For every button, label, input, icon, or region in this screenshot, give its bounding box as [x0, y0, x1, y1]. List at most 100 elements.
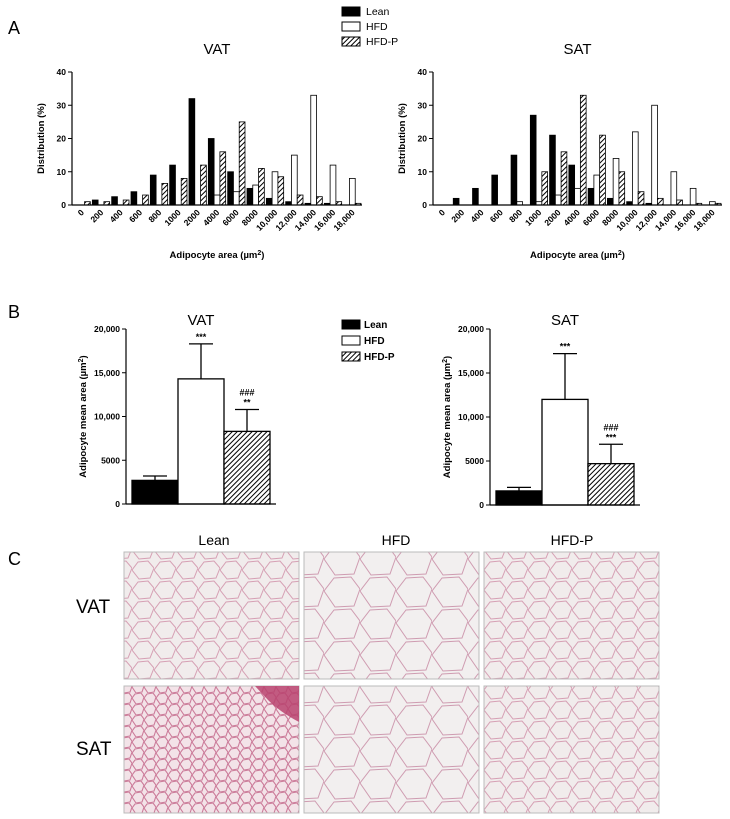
y-tick-label: 0 — [422, 200, 427, 210]
bar-hfd-8 — [233, 191, 240, 206]
bar-hfd-p-9 — [618, 171, 626, 206]
micrograph-sat-lean — [123, 685, 300, 814]
bar-hfd-p — [587, 462, 635, 506]
y-tick-label: 5000 — [101, 455, 120, 465]
bar-hfd-12 — [670, 171, 678, 206]
legend-a: Lean HFD HFD-P — [341, 6, 398, 48]
legend-a-lean-swatch — [341, 6, 361, 17]
bar-hfd-p-11 — [296, 194, 304, 206]
bar-lean-3 — [130, 191, 138, 206]
bar-lean-5 — [169, 164, 176, 206]
legend-b-hfd-label: HFD — [364, 336, 385, 347]
y-tick-label: 20 — [418, 134, 428, 144]
bar-hfd-p-11 — [657, 197, 664, 206]
panel-label-b: B — [8, 302, 20, 322]
micrograph-sat-hfd — [303, 685, 480, 814]
chart-title: SAT — [551, 312, 579, 329]
legend-b-hfdp-swatch — [341, 351, 361, 362]
bar-lean-8 — [587, 187, 595, 206]
bar-hfd-p-4 — [161, 182, 169, 206]
bar-hfd-9 — [252, 184, 259, 206]
bar-hfd-7 — [574, 187, 581, 206]
panel-label-a: A — [8, 18, 20, 38]
bar-lean-1 — [91, 199, 99, 206]
x-tick-label: 0 — [437, 207, 448, 218]
micrograph-vat-lean — [123, 551, 300, 680]
bar-lean-8 — [227, 171, 234, 206]
bar-lean-4 — [149, 174, 157, 206]
significance-label: ### — [603, 422, 618, 432]
x-tick-label: 1000 — [162, 207, 183, 228]
bar-hfd-7 — [213, 194, 221, 206]
legend-a-hfd-swatch — [341, 21, 361, 32]
y-tick-label: 10,000 — [94, 412, 120, 422]
bar-lean-9 — [607, 197, 614, 206]
x-tick-label: 4000 — [201, 207, 222, 228]
legend-a-hfd-label: HFD — [366, 21, 388, 33]
bar-lean-5 — [529, 114, 537, 206]
legend-a-hfdp-swatch — [341, 36, 361, 47]
bar-lean-4 — [510, 154, 518, 206]
legend-b: Lean HFD HFD-P — [341, 319, 395, 363]
bar-hfd-12 — [310, 94, 317, 206]
x-tick-label: 200 — [88, 207, 105, 224]
legend-b-hfd-swatch — [341, 335, 361, 346]
chart-title: VAT — [188, 312, 215, 329]
bar-lean — [495, 490, 543, 506]
bar-hfd-p-7 — [219, 151, 227, 206]
bar-lean-6 — [188, 98, 196, 206]
y-tick-label: 10 — [418, 167, 428, 177]
mean-area-chart-vat: VAT *** ###** 0 5000 10,000 15,000 20,000 Adipoc… — [78, 312, 276, 509]
bar-lean-6 — [549, 134, 556, 206]
significance-label: ### — [239, 388, 254, 398]
bar-hfd-p — [223, 430, 271, 505]
y-tick-label: 10,000 — [458, 412, 484, 422]
bar-lean-7 — [207, 138, 215, 206]
significance-label: *** — [560, 342, 571, 352]
legend-b-lean-label: Lean — [364, 320, 387, 331]
micrograph-sat-hfdp — [483, 685, 660, 814]
bar-lean-7 — [568, 164, 576, 206]
micrograph-sat-lean-dermis — [255, 686, 299, 722]
x-tick-label: 18,000 — [331, 207, 357, 233]
histology-grid: Lean HFD HFD-P VAT SAT — [76, 532, 660, 814]
bar-hfd-p-2 — [122, 199, 130, 206]
y-tick-label: 15,000 — [94, 368, 120, 378]
y-axis-label: Distribution (%) — [36, 103, 47, 174]
bar-hfd-6 — [554, 194, 562, 206]
chart-title: VAT — [204, 41, 231, 58]
y-tick-label: 20,000 — [458, 324, 484, 334]
y-tick-label: 20 — [57, 134, 67, 144]
histology-column-hfdp: HFD-P — [551, 532, 594, 548]
y-tick-label: 15,000 — [458, 368, 484, 378]
bar-hfd-8 — [593, 174, 601, 206]
bar-lean-3 — [491, 174, 498, 206]
bar-hfd-p-12 — [316, 196, 323, 206]
x-tick-label: 0 — [76, 207, 87, 218]
bar-hfd-p-8 — [238, 121, 246, 206]
y-tick-label: 0 — [479, 500, 484, 510]
bar-lean-9 — [246, 187, 254, 206]
legend-a-lean-label: Lean — [366, 6, 390, 18]
y-tick-label: 5000 — [465, 456, 484, 466]
y-axis-label: Distribution (%) — [397, 103, 408, 174]
bar-lean-1 — [452, 197, 460, 206]
bar-hfd-10 — [271, 171, 279, 206]
bar-hfd-13 — [689, 187, 697, 206]
bar-hfd-p-12 — [676, 199, 683, 206]
bar-hfd-11 — [651, 104, 658, 206]
x-tick-label: 400 — [108, 207, 125, 224]
y-axis-label: Adipocyte mean area (µm2) — [442, 356, 454, 478]
bar-hfd-p-7 — [579, 94, 587, 206]
x-tick-label: 2000 — [542, 207, 563, 228]
x-tick-label: 18,000 — [691, 207, 717, 233]
legend-b-hfdp-label: HFD-P — [364, 352, 395, 363]
legend-a-hfdp-label: HFD-P — [366, 36, 398, 48]
bar-hfd-p-5 — [541, 171, 548, 206]
y-tick-label: 10 — [57, 167, 67, 177]
x-tick-label: 400 — [468, 207, 485, 224]
significance-label: ** — [243, 398, 251, 408]
